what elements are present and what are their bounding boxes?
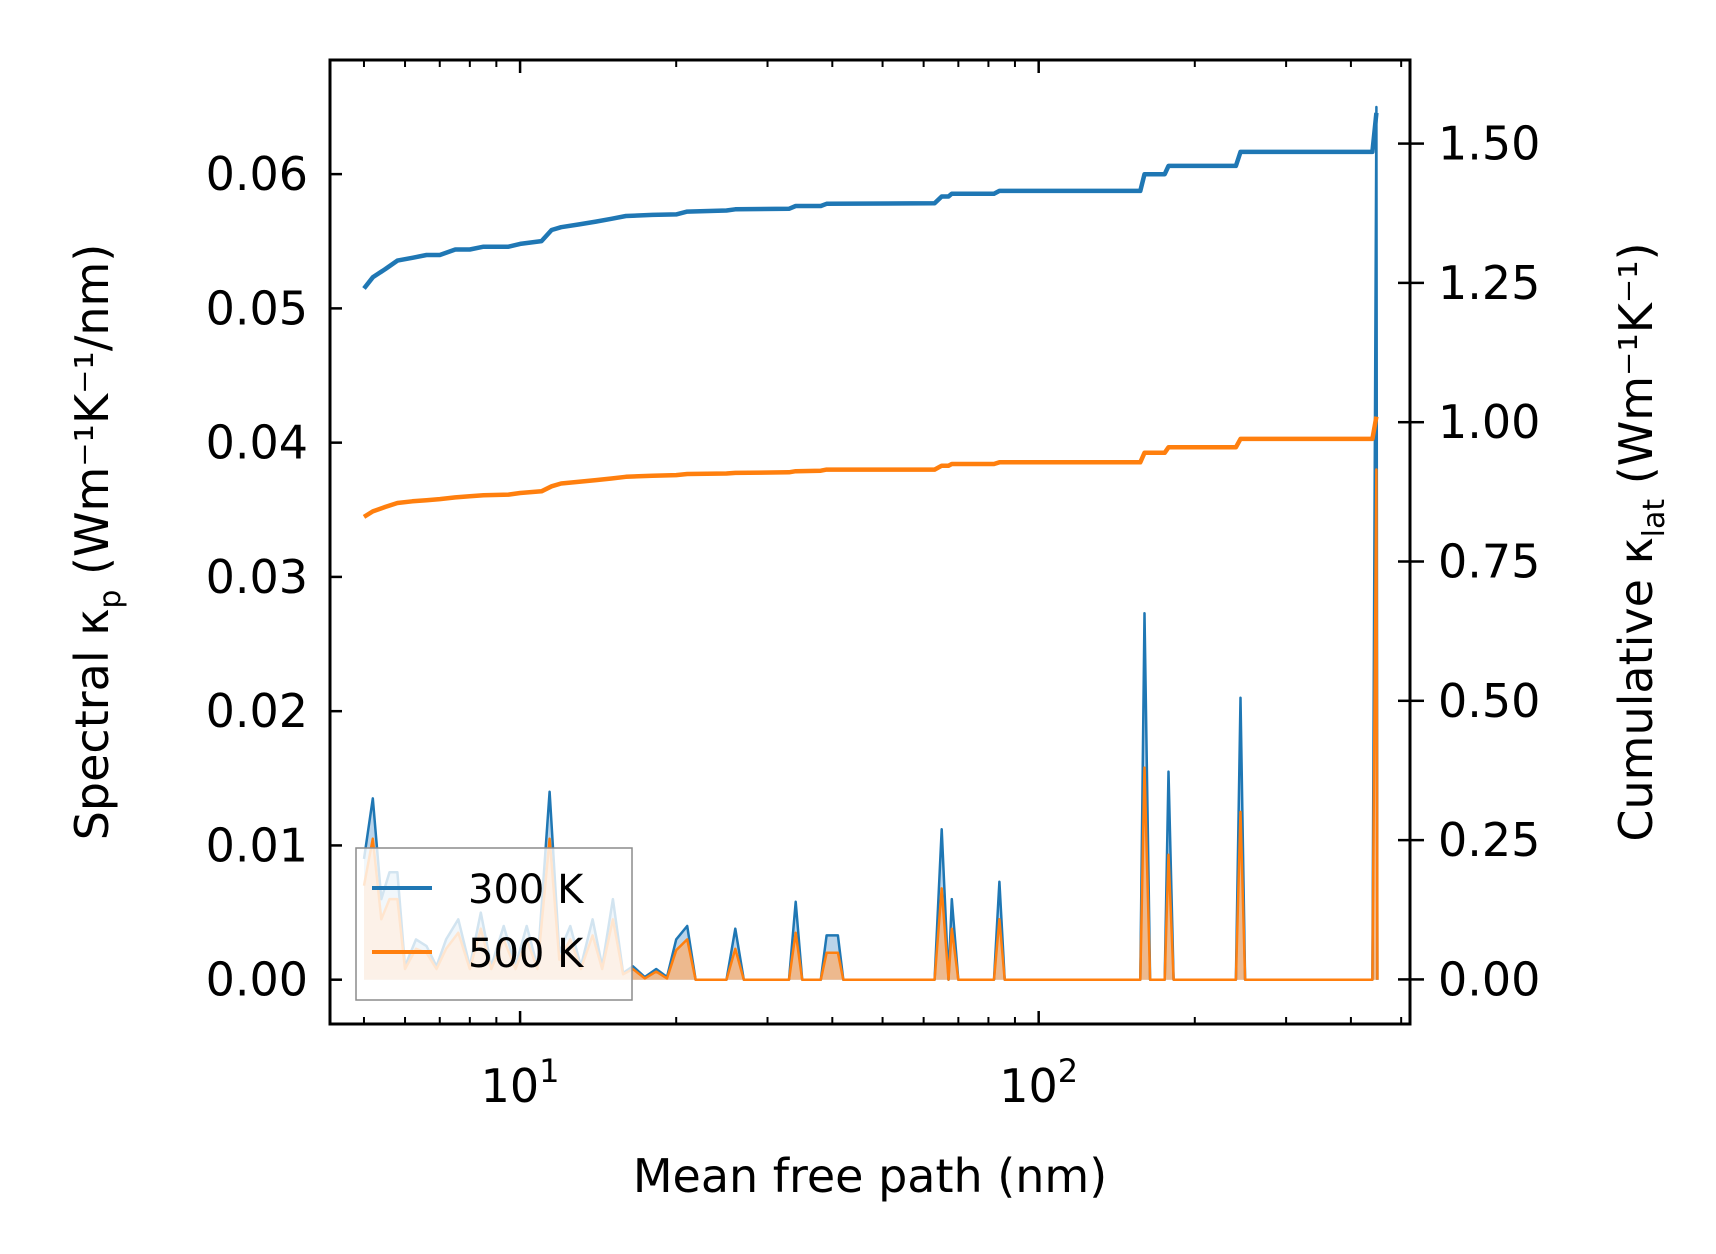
y-left-tick-label: 0.02 <box>206 684 308 738</box>
x-axis-label: Mean free path (nm) <box>633 1149 1107 1203</box>
y-left-tick-label: 0.00 <box>206 953 308 1007</box>
plot-frame <box>328 58 1412 1026</box>
left-axis-label: Spectral κp (Wm⁻¹K⁻¹/nm) <box>65 244 128 841</box>
cumulative-line-300k <box>362 112 1379 290</box>
right-axis-label: Cumulative κlat (Wm⁻¹K⁻¹) <box>1609 242 1672 841</box>
y-left-tick-label: 0.01 <box>206 818 308 872</box>
x-tick-label: 101 <box>481 1052 560 1113</box>
y-right-tick-label: 0.75 <box>1438 535 1540 589</box>
legend-label-300k: 300 K <box>468 867 585 913</box>
y-right-tick-label: 1.00 <box>1438 395 1540 449</box>
y-left-tick-label: 0.05 <box>206 281 308 335</box>
legend-label-500k: 500 K <box>468 931 585 977</box>
y-right-tick-label: 0.00 <box>1438 952 1540 1006</box>
axis-ticks: 0.00 0.01 0.02 0.03 0.04 0.05 0.06 0.00 0.25 0.50… <box>206 60 1540 1113</box>
y-right-tick-label: 1.25 <box>1438 256 1540 310</box>
y-left-tick-label: 0.06 <box>206 147 308 201</box>
cumulative-line-500k <box>362 416 1379 519</box>
y-left-tick-label: 0.03 <box>206 550 308 604</box>
y-right-tick-label: 1.50 <box>1438 117 1540 171</box>
legend: 300 K 500 K <box>355 847 633 1001</box>
x-tick-label: 102 <box>999 1052 1078 1113</box>
y-left-tick-label: 0.04 <box>206 416 308 470</box>
legend-box <box>355 847 633 1001</box>
y-right-tick-label: 0.25 <box>1438 813 1540 867</box>
y-right-tick-label: 0.50 <box>1438 674 1540 728</box>
